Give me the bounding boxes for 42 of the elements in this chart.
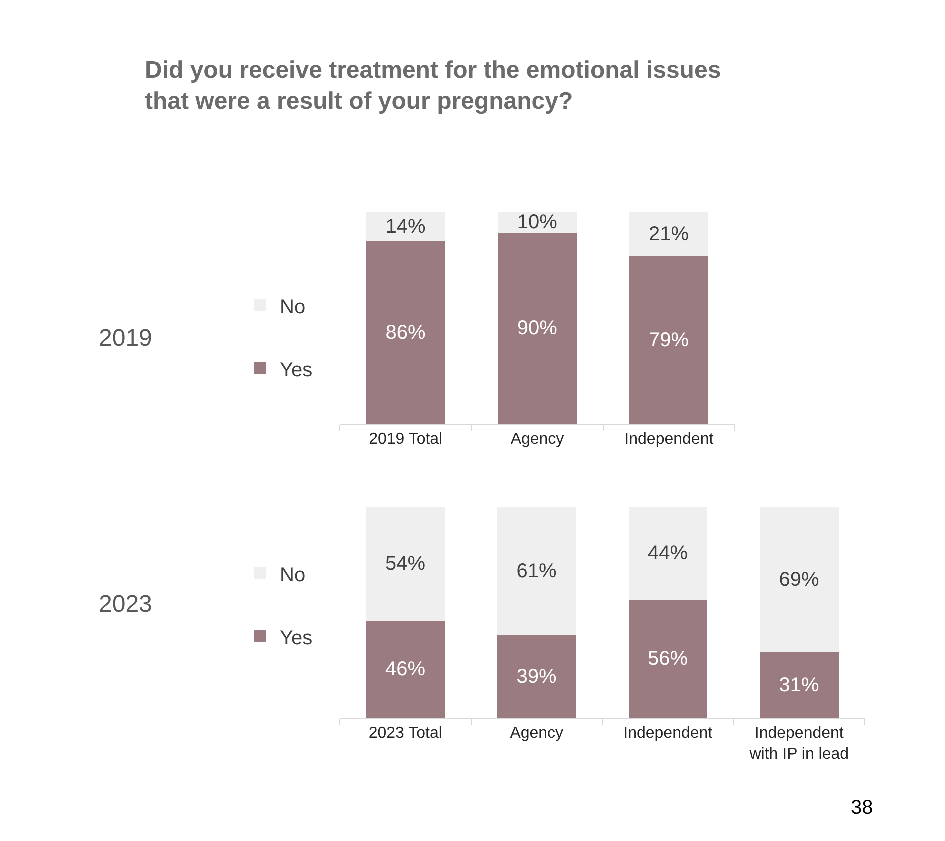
bar	[498, 233, 577, 424]
data-label: 10%	[517, 212, 558, 234]
bar	[366, 242, 446, 424]
data-label: 39%	[516, 666, 557, 688]
legend-label: Yes	[280, 627, 313, 650]
bar	[498, 507, 576, 636]
x-tick-label: Agency	[510, 431, 564, 448]
data-label: 46%	[386, 658, 426, 680]
x-tick-label: Agency	[510, 725, 564, 742]
data-label: 86%	[386, 322, 426, 344]
bar	[630, 212, 709, 257]
bar	[760, 507, 839, 653]
x-tick-label: Independent	[624, 725, 714, 742]
y-axis-title: 2019	[99, 325, 152, 352]
y-axis-title: 2023	[99, 591, 152, 618]
x-tick-label: Independent	[624, 431, 714, 448]
bar	[760, 652, 839, 718]
data-label: 69%	[779, 568, 820, 591]
data-label: 14%	[386, 216, 426, 238]
data-label: 31%	[779, 674, 820, 696]
legend-label: No	[280, 296, 306, 318]
bar	[366, 212, 446, 242]
bar	[630, 256, 709, 424]
chart-title: Did you receive treatment for the emotional issues that were a result of your pregnancy?	[145, 57, 722, 116]
data-label: 21%	[649, 223, 690, 246]
bar	[366, 620, 445, 718]
bar	[498, 636, 576, 718]
data-label: 90%	[517, 318, 558, 340]
data-label: 44%	[648, 542, 688, 564]
bar	[628, 600, 708, 718]
data-label: 56%	[648, 648, 688, 670]
legend-label: No	[280, 564, 306, 586]
x-tick-label: 2023 Total	[368, 725, 442, 742]
bar	[628, 507, 708, 600]
text: 38	[851, 797, 874, 819]
data-label: 61%	[516, 560, 557, 582]
x-tick-label: 2019 Total	[369, 431, 443, 448]
data-label: 79%	[649, 329, 690, 352]
x-tick-label: Independent with IP in lead	[748, 725, 850, 763]
bar	[366, 507, 445, 621]
data-label: 54%	[386, 552, 426, 575]
legend-label: Yes	[280, 359, 313, 382]
